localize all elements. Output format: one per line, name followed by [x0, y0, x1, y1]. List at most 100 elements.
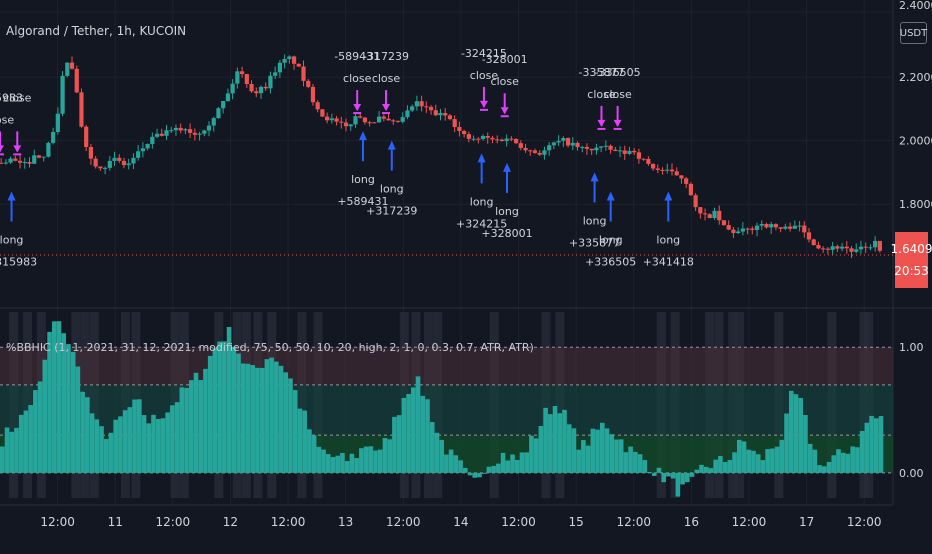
candle-body-84	[396, 121, 400, 122]
candle-body-74	[349, 124, 353, 126]
long-label-15-1: +341418	[643, 255, 694, 268]
candle-body-157	[741, 229, 745, 232]
histogram-bar-2	[9, 432, 14, 473]
candle-body-134	[632, 151, 636, 152]
histogram-bar-7	[33, 390, 38, 473]
histogram-bar-21	[99, 426, 104, 473]
histogram-bar-70	[331, 457, 336, 473]
histogram-bar-36	[170, 405, 175, 473]
candle-body-72	[339, 122, 343, 123]
candle-body-13	[60, 76, 64, 114]
candle-body-124	[585, 147, 589, 149]
histogram-bar-90	[425, 399, 430, 473]
candle-body-93	[438, 113, 442, 115]
candle-body-98	[462, 131, 466, 134]
candle-body-16	[75, 69, 79, 93]
histogram-bar-28	[132, 400, 137, 473]
histogram-bar-123	[581, 440, 586, 473]
candle-body-131	[618, 150, 622, 151]
histogram-bar-85	[402, 398, 407, 473]
histogram-bar-145	[685, 473, 690, 482]
time-tick-label-9: 15	[568, 515, 583, 529]
histogram-bar-112	[529, 436, 534, 473]
histogram-bar-161	[761, 460, 766, 473]
candle-body-139	[656, 169, 660, 170]
candle-body-95	[448, 115, 452, 119]
candle-body-170	[802, 226, 806, 233]
histogram-bar-113	[534, 438, 539, 472]
histogram-bar-68	[321, 450, 326, 473]
histogram-bar-14	[66, 344, 71, 473]
histogram-bar-46	[217, 342, 222, 473]
candle-body-177	[835, 246, 839, 248]
histogram-bar-107	[506, 460, 511, 472]
candle-body-31	[146, 144, 150, 148]
candle-body-99	[467, 134, 471, 139]
histogram-bar-127	[600, 423, 605, 473]
histogram-bar-26	[123, 410, 128, 473]
candle-body-107	[505, 139, 509, 141]
histogram-bar-39	[184, 388, 189, 473]
candle-body-52	[245, 74, 249, 84]
histogram-bar-75	[354, 458, 359, 473]
candle-body-23	[108, 161, 112, 168]
histogram-bar-170	[803, 415, 808, 473]
close-label-8-0: -328001	[482, 53, 528, 66]
candle-body-35	[164, 130, 168, 136]
histogram-bar-125	[591, 429, 596, 473]
histogram-bar-60	[283, 372, 288, 473]
histogram-bar-166	[784, 414, 789, 473]
indicator-tick-label-1: 1.00	[899, 341, 924, 354]
candle-body-82	[386, 119, 390, 121]
candle-body-20	[94, 159, 98, 167]
time-tick-label-2: 12:00	[156, 515, 191, 529]
histogram-bar-55	[260, 368, 265, 473]
histogram-bar-17	[80, 392, 85, 473]
histogram-bar-87	[411, 387, 416, 472]
candle-body-129	[608, 146, 612, 150]
candle-body-91	[429, 107, 433, 110]
candle-body-18	[84, 127, 88, 147]
candle-body-42	[197, 134, 201, 135]
close-label-1-0: close	[3, 91, 32, 104]
candle-body-186	[878, 241, 882, 251]
symbol-legend: Algorand / Tether, 1h, KUCOIN	[6, 24, 186, 38]
histogram-bar-32	[151, 415, 156, 473]
histogram-bar-143	[676, 473, 681, 497]
histogram-bar-93	[439, 440, 444, 473]
long-label-2-1: +315983	[0, 255, 37, 268]
histogram-bar-111	[524, 452, 529, 473]
close-arrow-head-8	[501, 107, 509, 114]
time-tick-label-14: 12:00	[847, 515, 882, 529]
histogram-bar-115	[543, 408, 548, 473]
candle-body-75	[353, 116, 357, 124]
histogram-bar-34	[161, 418, 166, 473]
candle-body-51	[240, 71, 244, 74]
candle-body-19	[89, 147, 93, 159]
histogram-bar-151	[713, 460, 718, 473]
candle-body-162	[764, 224, 768, 228]
candle-body-121	[571, 143, 575, 146]
histogram-bar-114	[539, 426, 544, 473]
histogram-bar-63	[298, 409, 303, 473]
histogram-bar-13	[61, 333, 66, 473]
candle-body-66	[311, 87, 315, 102]
candle-body-15	[70, 63, 74, 69]
histogram-bar-45	[213, 348, 218, 473]
histogram-bar-160	[756, 454, 761, 473]
candle-body-130	[613, 150, 617, 151]
histogram-bar-142	[671, 473, 676, 479]
histogram-bar-174	[822, 466, 827, 473]
candle-body-60	[283, 59, 287, 63]
histogram-bar-74	[350, 454, 355, 473]
last-price-label: 1.6409	[891, 238, 932, 260]
candle-body-45	[212, 118, 216, 125]
currency-badge[interactable]: USDT	[900, 22, 927, 44]
histogram-bar-186	[879, 416, 884, 473]
candle-body-44	[207, 126, 211, 131]
candle-body-176	[831, 246, 835, 250]
candle-body-122	[575, 143, 579, 147]
candle-body-159	[750, 229, 754, 230]
